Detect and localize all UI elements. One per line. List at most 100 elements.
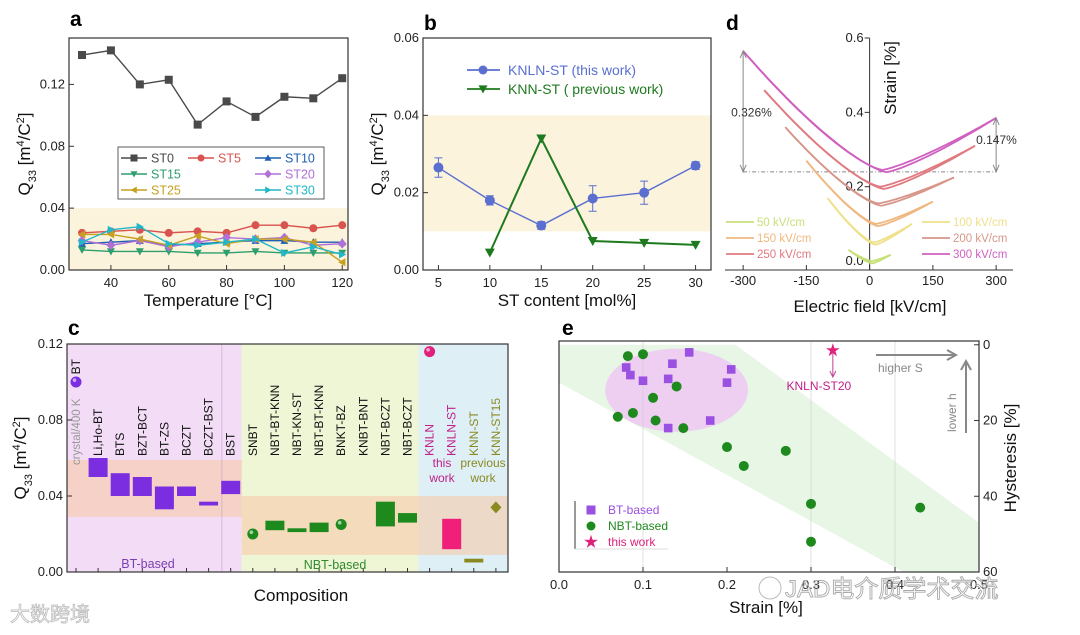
y-axis-title-part: 4 — [368, 140, 380, 146]
group-label: BT-based — [121, 557, 175, 571]
legend-marker — [130, 171, 138, 178]
y-tick-label: 0.02 — [394, 185, 419, 200]
y-axis-title: Q33 [m4/C2] — [15, 112, 39, 195]
group-note: this — [433, 456, 452, 470]
legend-label: ST20 — [285, 168, 315, 182]
category-label: BZT-BCT — [135, 405, 149, 456]
data-point — [638, 349, 648, 360]
data-point — [106, 248, 115, 256]
data-point — [648, 392, 659, 403]
series-line — [438, 164, 696, 227]
reference-band — [241, 496, 508, 555]
legend-label: KNLN-ST (this work) — [508, 62, 636, 78]
watermark: 大数跨境 — [10, 603, 90, 626]
category-label: NBT-BCZT — [378, 397, 392, 456]
panel-d: -300 -150 0 150 3000.00.20.40.60.326%0.147%5… — [725, 30, 1017, 316]
range-bar — [309, 522, 329, 533]
x-tick-label: 15 — [534, 275, 548, 290]
data-point — [690, 240, 701, 250]
y-axis-title: Hysteresis [%] — [1001, 404, 1020, 513]
wechat-icon — [758, 576, 782, 600]
data-point — [280, 221, 289, 230]
legend-label: BT-based — [608, 503, 659, 517]
data-point — [433, 162, 444, 173]
series-line — [81, 49, 343, 126]
panel-letter-a: a — [70, 8, 82, 31]
category-18: KNN-ST — [464, 411, 484, 572]
data-point — [78, 230, 86, 239]
series-line — [81, 224, 343, 234]
legend-entry: ST0 — [121, 152, 174, 166]
data-point — [484, 195, 495, 206]
data-point — [165, 239, 173, 248]
legend: BT-based NBT-based this work — [574, 501, 668, 550]
y-axis-title-part: ] — [15, 112, 34, 117]
category-13: KNBT-BNT — [356, 396, 370, 572]
arrow-down-icon — [829, 352, 837, 379]
data-point — [612, 411, 623, 422]
data-point — [194, 241, 202, 250]
panel-b: 5 10 15 20 25 30 0.00 0.02 0.04 0.06 Q33 [m4/C2] ST… — [368, 30, 712, 310]
data-point — [106, 46, 115, 55]
y-tick-label: 0 — [983, 337, 990, 352]
series-ST30 — [78, 222, 347, 259]
data-point — [690, 160, 701, 171]
data-point — [806, 498, 816, 509]
category-16: KNLN — [423, 346, 437, 572]
data-point — [663, 374, 673, 384]
category-2: BTS — [110, 433, 130, 572]
sphere-highlight — [337, 520, 342, 525]
data-point — [627, 407, 638, 418]
annotation-label: higher S — [878, 361, 923, 375]
y-axis-title-part: 2 — [368, 117, 380, 123]
x-tick-label: 0.0 — [550, 577, 568, 592]
watermarks: 大数跨境 JAD电介质学术交流 — [10, 576, 999, 627]
loop-50 — [847, 249, 892, 265]
range-bar — [221, 480, 241, 495]
legend-entry: ST10 — [255, 152, 315, 166]
y-tick-label: 0.06 — [394, 30, 419, 45]
series-line — [81, 249, 343, 254]
strain-branch — [784, 126, 955, 207]
panel-letter-e: e — [562, 317, 574, 340]
data-point — [639, 187, 650, 198]
strain-branch — [847, 249, 892, 265]
x-tick-label: 0.1 — [634, 577, 652, 592]
category-label: KNN-ST15 — [489, 398, 503, 456]
category-10: NBT-KN-ST — [287, 392, 307, 572]
data-point — [251, 248, 260, 256]
sphere-highlight — [426, 348, 430, 352]
legend-marker — [130, 186, 137, 194]
y-axis-title-part: 4 — [15, 140, 27, 146]
category-15: NBT-BCZT — [398, 397, 417, 572]
series-line — [82, 233, 343, 263]
y-axis-title-part: 2 — [11, 421, 23, 427]
y-axis-title-part: Q — [11, 486, 30, 499]
double-arrow-icon — [739, 49, 747, 174]
series-1 — [612, 349, 926, 547]
loop-150 — [805, 160, 934, 228]
y-axis-title: Q33 [m4/C2] — [368, 112, 392, 195]
legend-marker — [265, 186, 272, 194]
category-17: KNLN-ST — [442, 404, 462, 572]
category-label: BST — [224, 432, 238, 456]
data-point — [164, 248, 173, 256]
data-point — [780, 445, 791, 456]
plot-frame — [66, 343, 509, 573]
data-point — [193, 231, 201, 240]
legend-label: 50 kV/cm — [757, 217, 805, 229]
panel-letter-c: c — [68, 317, 80, 340]
data-point — [280, 235, 288, 244]
category-label: BCZT — [180, 424, 194, 456]
y-axis-title-part: ] — [11, 416, 30, 421]
data-point — [622, 351, 633, 362]
x-axis-title: Electric field [kV/cm] — [793, 297, 946, 316]
category-label: KNLN-ST — [445, 404, 459, 456]
range-bar — [88, 458, 108, 477]
x-tick-label: 10 — [483, 275, 497, 290]
range-bar — [442, 518, 462, 550]
x-tick-label: 20 — [585, 275, 599, 290]
legend-marker — [197, 154, 205, 162]
y-axis-title-part: 4 — [11, 444, 23, 450]
